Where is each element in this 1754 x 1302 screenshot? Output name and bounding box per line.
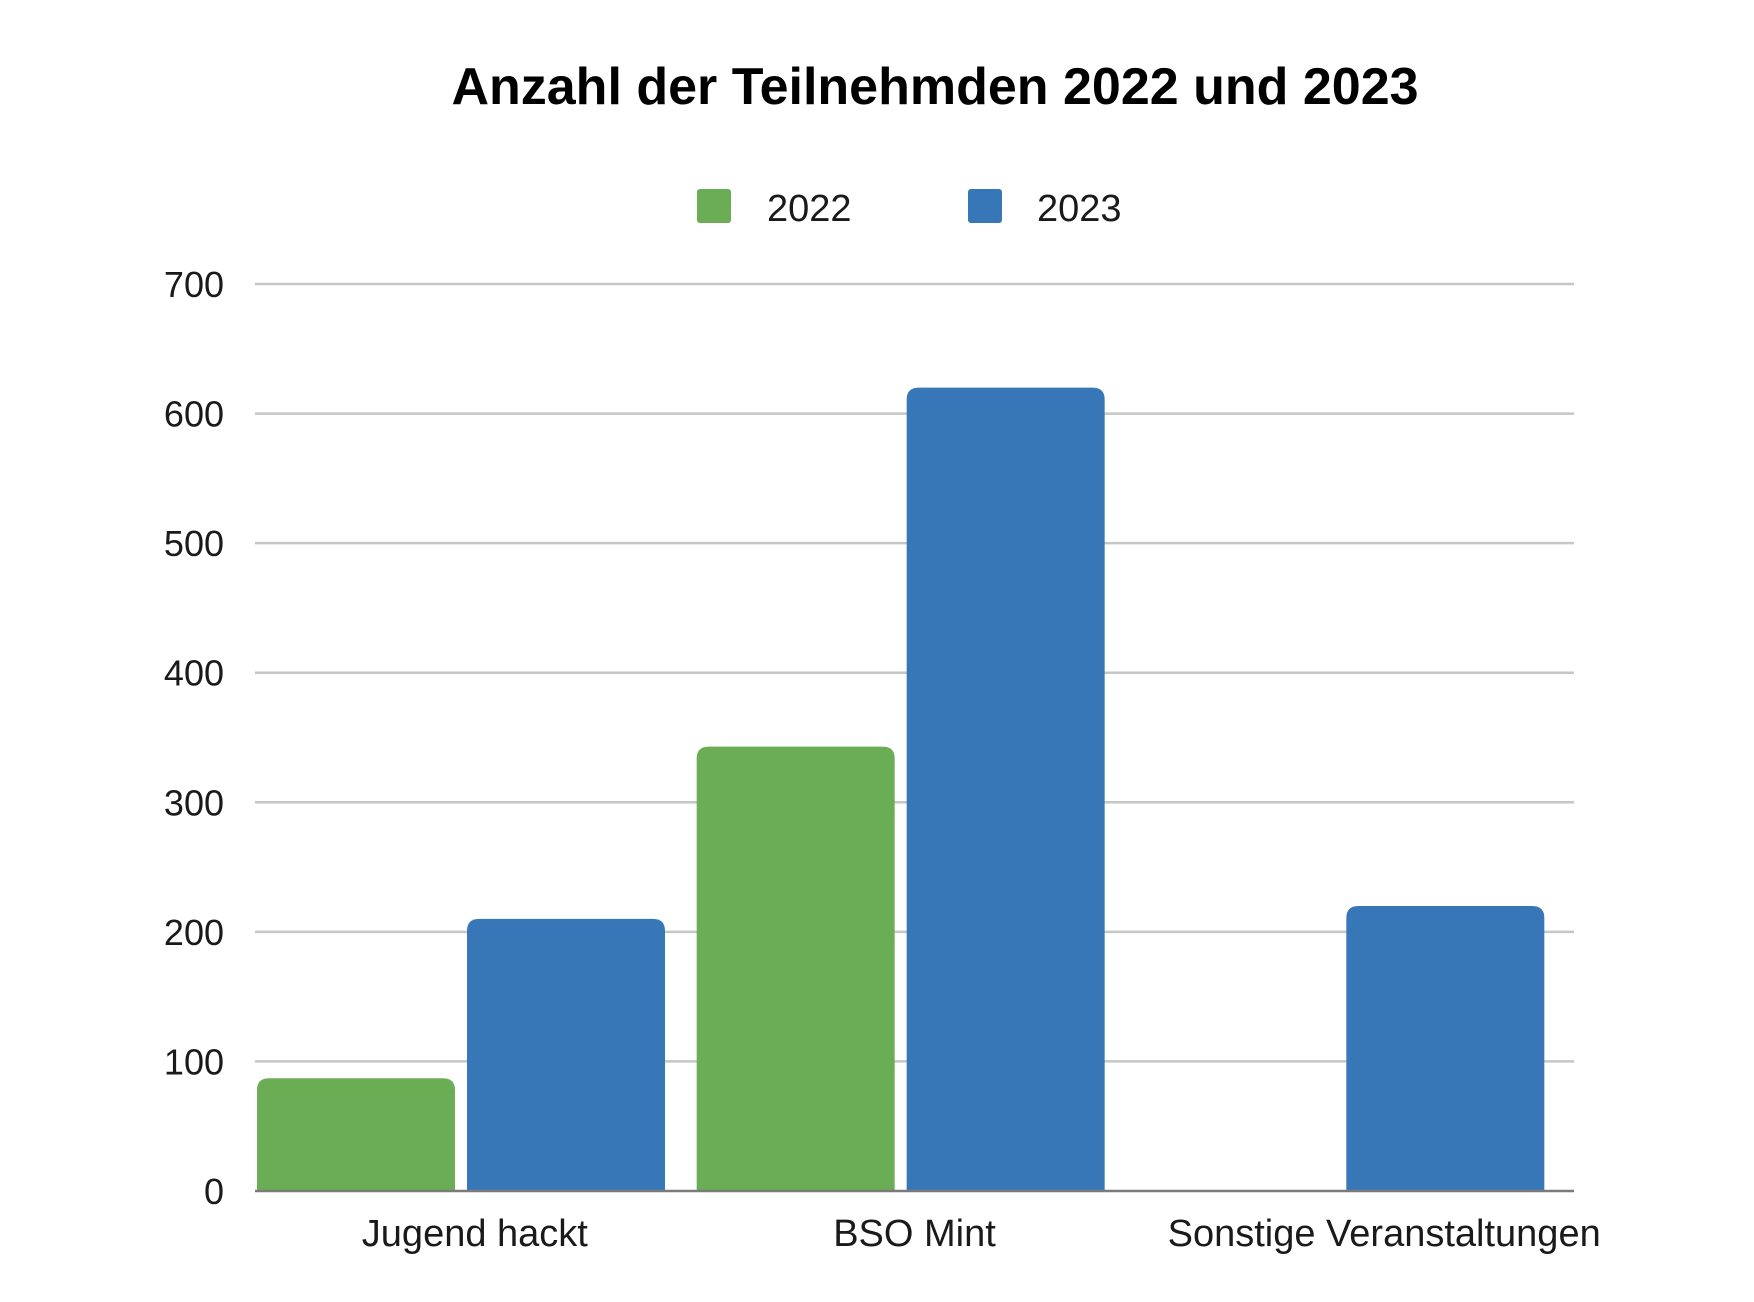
y-tick-label: 500 <box>164 523 224 564</box>
y-axis-ticks: 0 100 200 300 400 500 600 700 <box>164 264 224 1212</box>
legend-swatch-2022 <box>697 189 731 223</box>
y-tick-label: 100 <box>164 1041 224 1082</box>
legend-swatch-2023 <box>968 189 1002 223</box>
bar-2022-jugend-hackt <box>257 1078 455 1191</box>
x-category-label: BSO Mint <box>833 1213 996 1255</box>
y-tick-label: 400 <box>164 653 224 694</box>
legend-label-2022: 2022 <box>767 188 852 230</box>
y-tick-label: 0 <box>204 1171 224 1212</box>
legend-label-2023: 2023 <box>1037 188 1122 230</box>
y-tick-label: 300 <box>164 782 224 823</box>
bar-2023-bso-mint <box>906 387 1105 1192</box>
legend: 2022 2023 <box>697 188 1122 230</box>
bars <box>257 387 1545 1192</box>
chart-title: Anzahl der Teilnehmden 2022 und 2023 <box>451 58 1418 116</box>
y-tick-label: 200 <box>164 912 224 953</box>
x-category-label: Jugend hackt <box>362 1213 588 1255</box>
x-category-label: Sonstige Veranstaltungen <box>1168 1213 1601 1255</box>
bar-2023-jugend-hackt <box>467 918 665 1191</box>
bar-2022-bso-mint <box>696 746 895 1191</box>
y-tick-label: 700 <box>164 264 224 305</box>
bar-2023-sonstige-veranstaltungen <box>1346 905 1545 1191</box>
y-tick-label: 600 <box>164 394 224 435</box>
x-axis-labels: Jugend hackt BSO Mint Sonstige Veranstaltu… <box>362 1213 1601 1255</box>
